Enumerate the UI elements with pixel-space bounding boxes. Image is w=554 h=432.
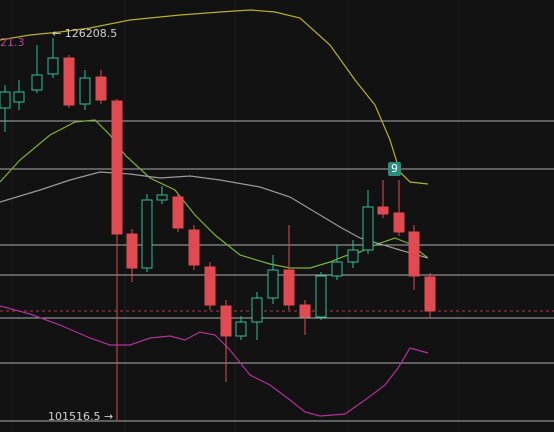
- vertical-grid: [11, 0, 459, 432]
- candle-body-11: [172, 196, 184, 229]
- candle-body-14: [220, 305, 232, 337]
- candle-body-4: [63, 57, 75, 106]
- candle-body-22: [347, 249, 359, 263]
- candle-body-27: [424, 276, 436, 312]
- candle-body-23: [362, 206, 374, 251]
- candle-body-24: [377, 206, 389, 215]
- candle-body-18: [283, 269, 295, 306]
- candle-body-1: [13, 91, 25, 103]
- candle-body-9: [141, 199, 153, 269]
- candle-body-26: [408, 231, 420, 277]
- candle-body-17: [267, 269, 279, 299]
- candle-body-15: [235, 321, 247, 337]
- sequence-badge: 9: [388, 162, 401, 176]
- candle-body-19: [299, 304, 311, 318]
- candle-body-3: [47, 57, 59, 75]
- indicator-line: [0, 305, 429, 417]
- candle-body-8: [126, 233, 138, 269]
- candle-body-21: [331, 261, 343, 277]
- candle-body-13: [204, 266, 216, 306]
- candlesticks: [0, 38, 436, 420]
- candle-body-20: [315, 275, 327, 318]
- ma-yellow-line: [0, 9, 429, 185]
- candle-body-16: [251, 297, 263, 323]
- candle-body-0: [0, 91, 11, 109]
- high-price-label: ← 126208.5: [52, 27, 118, 40]
- candle-body-10: [156, 194, 168, 201]
- low-price-label: 101516.5 →: [48, 410, 114, 423]
- candle-body-2: [31, 74, 43, 91]
- candle-body-12: [188, 229, 200, 266]
- candle-body-25: [393, 212, 405, 233]
- candle-body-6: [95, 76, 107, 101]
- candle-body-5: [79, 77, 91, 105]
- candle-body-7: [111, 100, 123, 235]
- edge-value-label: 21.3: [0, 36, 25, 49]
